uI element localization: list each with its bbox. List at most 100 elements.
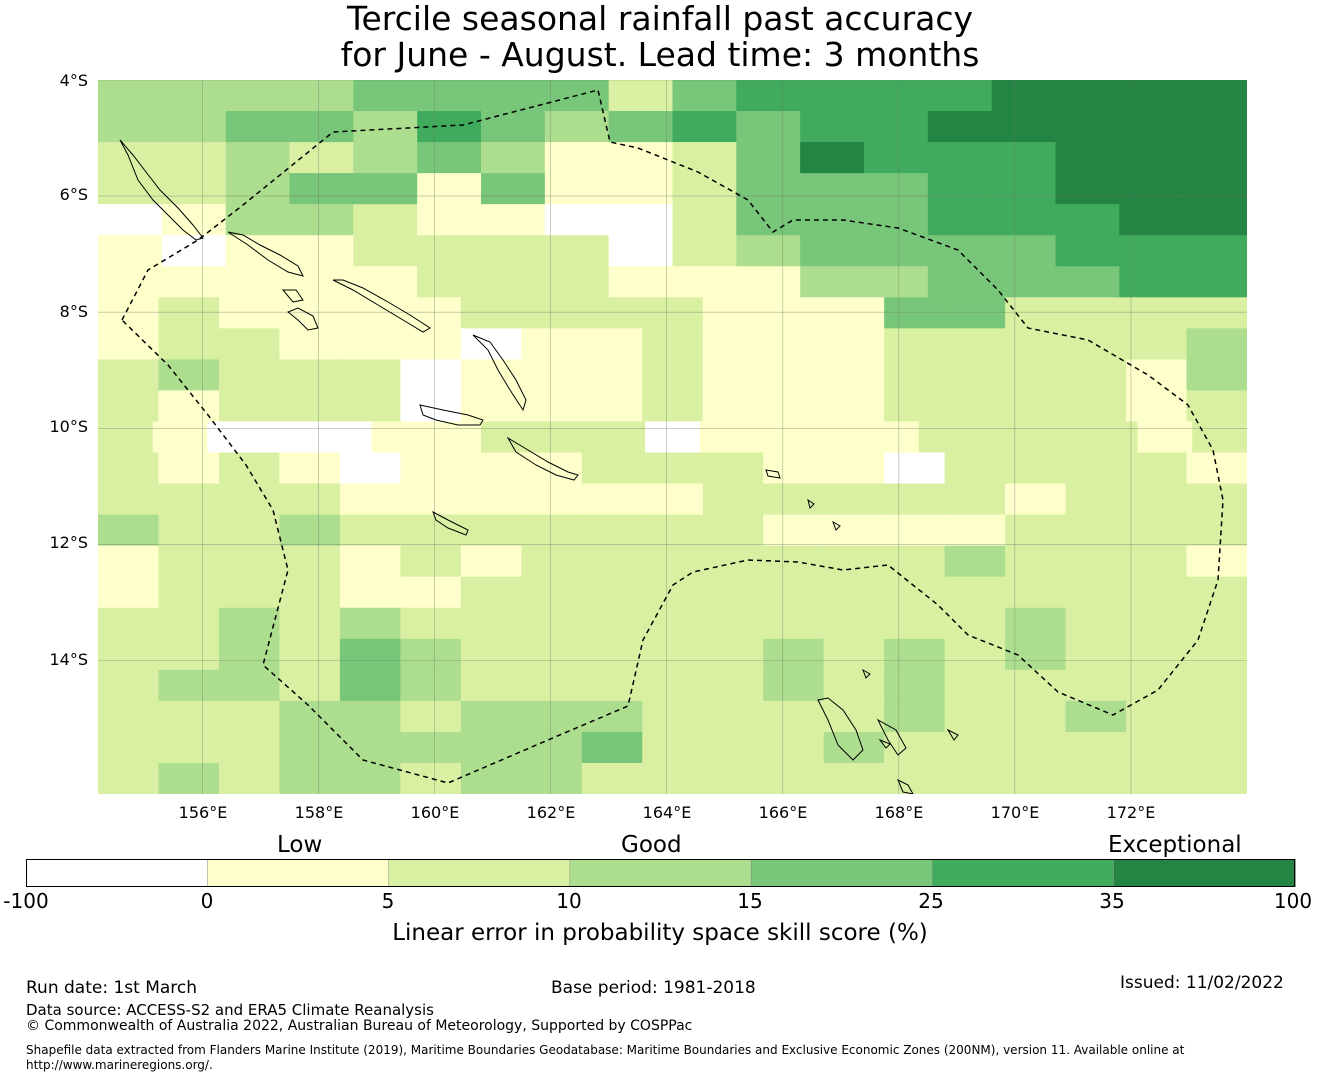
colorbar-tick: 10 [556,889,582,913]
skill-cell [1065,297,1127,329]
skill-cell [521,576,583,609]
skill-cell [98,80,163,112]
skill-cell [225,235,291,267]
skill-cell [1186,638,1247,671]
skill-cell [98,483,160,516]
skill-cell [400,576,462,609]
skill-cell [218,607,281,640]
skill-cell [927,266,993,298]
skill-cell [1126,328,1188,360]
skill-cell [218,576,281,609]
skill-cell [161,111,227,143]
skill-cell [736,142,801,174]
skill-cell [642,638,704,671]
skill-cell [353,266,418,298]
skill-cell [417,142,482,174]
skill-cell [581,576,643,609]
colorbar [26,859,1296,887]
skill-cell [642,390,704,423]
skill-cell [864,173,929,205]
skill-cell [581,762,643,794]
skill-cell [581,731,643,764]
skill-cell [864,235,929,267]
skill-cell [98,545,160,578]
skill-cell [218,452,281,485]
skill-cell [460,359,522,392]
skill-cell [417,80,482,112]
skill-cell [763,607,825,640]
skill-cell [763,297,825,329]
skill-cell [1055,173,1120,205]
skill-cell [763,700,825,733]
skill-cell [218,359,281,392]
skill-cell [944,700,1006,733]
skill-cell [1119,266,1184,298]
skill-cell [1082,421,1139,454]
skill-cell [289,266,354,298]
skill-cell [353,142,418,174]
skill-cell [400,514,462,547]
skill-cell [400,607,462,640]
skill-cell [544,142,610,174]
skill-cell [800,142,865,174]
skill-cell [400,297,462,329]
skill-cell [98,514,160,547]
skill-cell [1065,762,1127,794]
skill-cell [927,235,993,267]
coastline-small-2 [832,520,841,531]
skill-cell [417,266,482,298]
skill-cell [884,700,946,733]
skill-cell [521,545,583,578]
skill-cell [991,173,1057,205]
colorbar-box [750,859,934,887]
skill-cell [544,266,610,298]
skill-cell [289,142,354,174]
skill-cell [353,173,418,205]
skill-cell [161,142,227,174]
skill-cell [864,80,929,112]
skill-cell [1126,452,1188,485]
skill-cell [279,483,341,516]
skill-cell [1065,545,1127,578]
skill-cell [521,452,583,485]
skill-cell [460,762,522,794]
skill-cell [944,359,1006,392]
skill-cell [1126,514,1188,547]
skill-cell [544,204,610,236]
skill-cell [672,142,737,174]
skill-cell [1186,731,1247,764]
skill-cell [672,111,737,143]
skill-cell [736,266,801,298]
skill-cell [1055,235,1120,267]
skill-cell [1126,669,1188,702]
skill-cell [754,421,810,454]
skill-cell [158,762,220,794]
skill-cell [279,328,341,360]
skill-cell [218,390,281,423]
skill-cell [339,638,401,671]
skill-cell [279,576,341,609]
skill-cell [1183,173,1247,205]
skill-cell [460,483,522,516]
lat-label: 8°S [59,302,88,321]
skill-cell [702,483,764,516]
skill-cell [1183,111,1247,143]
skill-cell [1126,545,1188,578]
colorbar-box [207,859,390,887]
skill-cell [800,235,865,267]
skill-cell [426,421,482,454]
coastline-small-3 [946,728,959,741]
skill-cell [1028,421,1084,454]
skill-cell [736,204,801,236]
data-source: Data source: ACCESS-S2 and ERA5 Climate … [26,1001,434,1019]
skill-cell [642,545,704,578]
coastline-small-1 [807,498,815,509]
skill-cell [1065,731,1127,764]
skill-cell [400,545,462,578]
skill-cell [944,297,1006,329]
skill-cell [927,173,993,205]
skill-cell [158,452,220,485]
skill-cell [608,204,674,236]
skill-cell [991,266,1057,298]
skill-cell [1119,235,1184,267]
